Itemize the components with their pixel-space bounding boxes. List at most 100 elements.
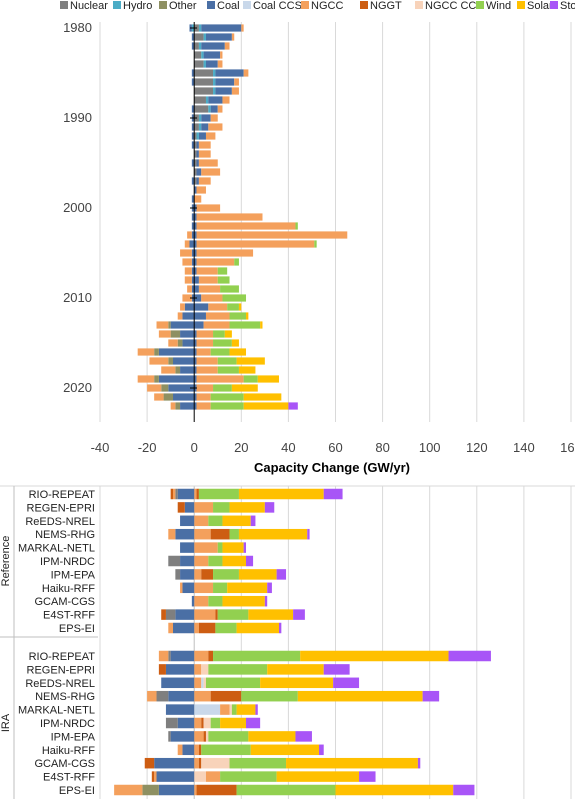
bar-segment-1985-ngcc: [243, 69, 249, 77]
model-label: EPS-EI: [59, 785, 95, 797]
x-tick-label: 100: [419, 440, 441, 455]
bar-segment-1997-nuclear: [194, 177, 197, 185]
model-label: GCAM-CGS: [35, 758, 96, 770]
bar-segment-ira-ipm-nrdc-coal-retire: [177, 717, 195, 729]
bar-segment-ira-reeds-nrel-coal-retire: [161, 677, 195, 689]
bar-segment-ira-ipm-nrdc-wind: [210, 717, 221, 729]
bar-segment-2015-coal-retire: [182, 339, 195, 347]
bar-segment-reference-haiku-rff-storage: [267, 582, 272, 594]
bar-segment-2018-other-retire: [175, 366, 181, 374]
bar-segment-ira-rio-repeat-nuclear-retire: [168, 650, 171, 662]
bar-segment-reference-markal-netl-solar: [222, 542, 244, 553]
bar-segment-2015-ngcc-retire: [168, 339, 178, 347]
bar-segment-1999-coal-retire: [191, 195, 195, 203]
legend-label-ngcc: NGCC: [311, 0, 343, 12]
bar-segment-reference-rio-repeat-nuclear-retire: [175, 488, 178, 500]
bar-segment-reference-nems-rhg-ngcc: [194, 528, 211, 540]
bar-segment-reference-nems-rhg-storage: [307, 528, 310, 540]
bar-segment-1993-coal: [196, 141, 199, 149]
bar-segment-2007-wind: [217, 267, 228, 275]
bar-segment-1984-ngcc: [217, 60, 223, 68]
bar-segment-reference-gcam-cgs-wind: [208, 595, 223, 607]
bar-segment-2004-coal: [194, 240, 197, 248]
model-label: E4ST-RFF: [43, 610, 95, 622]
bar-segment-reference-gcam-cgs-solar: [222, 595, 265, 607]
bar-segment-2003-coal: [194, 231, 197, 239]
bar-segment-2022-coal-retire: [180, 402, 195, 410]
bar-segment-2012-coal-retire: [182, 312, 195, 320]
bar-segment-2012-ngcc-retire: [177, 312, 183, 320]
bar-segment-ira-nems-rhg-ngcc-retire: [147, 690, 157, 702]
bar-segment-2014-wind: [213, 330, 225, 338]
bar-segment-1988-hydro: [205, 96, 209, 104]
bar-segment-ira-e4st-rff-coal-retire: [156, 771, 195, 782]
model-label: RIO-REPEAT: [29, 489, 96, 501]
bar-segment-ira-regen-epri-solar: [267, 664, 324, 675]
bar-segment-1982-hydro: [198, 42, 202, 50]
legend-label-ngcc-ccs: NGCC CCS: [425, 0, 484, 12]
bar-segment-2001-coal: [194, 213, 197, 221]
bar-segment-2022-ngcc: [196, 402, 211, 410]
year-tick-label: 2010: [63, 290, 92, 305]
bar-segment-reference-eps-ei-wind: [215, 622, 237, 634]
bar-segment-reference-regen-epri-wind: [213, 502, 230, 513]
bar-segment-reference-haiku-rff-ngcc: [194, 582, 214, 594]
bar-segment-ira-nems-rhg-nggt: [210, 690, 242, 702]
bar-segment-1990-coal: [201, 114, 211, 122]
bar-segment-2006-coal: [194, 258, 197, 266]
bar-segment-1982-coal-retire: [191, 42, 195, 50]
bar-segment-1985-hydro: [213, 69, 216, 77]
bar-segment-reference-e4st-rff-solar: [248, 609, 294, 620]
bar-segment-1987-coal: [215, 87, 232, 95]
bar-segment-2010-wind: [222, 294, 247, 302]
bar-segment-reference-regen-epri-storage: [264, 502, 275, 513]
bar-segment-ira-eps-ei-coal-retire: [158, 784, 195, 796]
bar-segment-reference-rio-repeat-storage: [323, 488, 343, 500]
bar-segment-2014-solar: [224, 330, 232, 338]
bar-segment-1995-coal-retire: [191, 159, 195, 167]
bar-segment-2014-other-retire: [170, 330, 181, 338]
bar-segment-reference-reeds-nrel-storage: [250, 515, 256, 527]
bar-segment-ira-haiku-rff-wind: [201, 744, 251, 756]
bar-segment-ira-eps-ei-ngcc: [194, 784, 197, 796]
bar-segment-reference-haiku-rff-coal-retire: [182, 582, 195, 594]
bar-segment-ira-gcam-cgs-solar: [286, 757, 418, 769]
bar-segment-2013-wind: [229, 321, 261, 329]
bar-segment-2020-wind: [213, 384, 232, 392]
bar-segment-reference-e4st-rff-nggt-retire: [161, 609, 166, 620]
bar-segment-ira-regen-epri-nggt-retire: [158, 664, 166, 675]
bar-segment-ira-reeds-nrel-ngcc-ccs: [203, 677, 206, 689]
bar-segment-ira-ipm-nrdc-storage: [246, 717, 261, 729]
bottom-panel-labels: ReferenceRIO-REPEATREGEN-EPRIReEDS-NRELN…: [0, 485, 575, 799]
bar-segment-ira-eps-ei-storage: [453, 784, 475, 796]
bar-segment-1988-coal: [208, 96, 223, 104]
bar-segment-2016-ngcc: [196, 348, 211, 356]
legend-swatch-coal-ccs: [243, 1, 251, 9]
bar-segment-ira-nems-rhg-coal-retire: [168, 690, 195, 702]
bar-segment-reference-rio-repeat-ngcc-retire: [173, 488, 176, 500]
bar-segment-reference-reeds-nrel-coal-retire: [180, 515, 195, 527]
top-panel-grid: [99, 22, 572, 422]
bar-segment-ira-gcam-cgs-ngcc: [194, 757, 199, 769]
bar-segment-ira-markal-netl-coal-retire: [165, 704, 195, 715]
bar-segment-1995-coal: [196, 159, 199, 167]
bar-segment-1980-hydro: [198, 24, 202, 32]
bar-segment-ira-e4st-rff-wind: [220, 771, 277, 782]
bar-segment-2022-other-retire: [175, 402, 181, 410]
bar-segment-1992-nuclear: [194, 132, 197, 140]
bar-segment-2017-solar: [236, 357, 265, 365]
bar-segment-2009-ngcc-retire: [187, 285, 192, 293]
bar-segment-reference-nems-rhg-wind: [229, 528, 239, 540]
bar-segment-1993-nuclear: [194, 141, 197, 149]
model-label: E4ST-RFF: [43, 772, 95, 784]
bar-segment-reference-eps-ei-nggt: [198, 622, 216, 634]
bar-segment-2009-coal: [194, 285, 199, 293]
group-label-ira: IRA: [0, 713, 12, 732]
bar-segment-1992-hydro: [196, 132, 199, 140]
bar-segment-reference-ipm-nrdc-wind: [208, 555, 223, 567]
bar-segment-ira-rio-repeat-wind: [213, 650, 301, 662]
bar-segment-2022-ngcc-retire: [170, 402, 176, 410]
bar-segment-1986-ngcc: [234, 78, 239, 86]
x-tick-label: 80: [375, 440, 389, 455]
